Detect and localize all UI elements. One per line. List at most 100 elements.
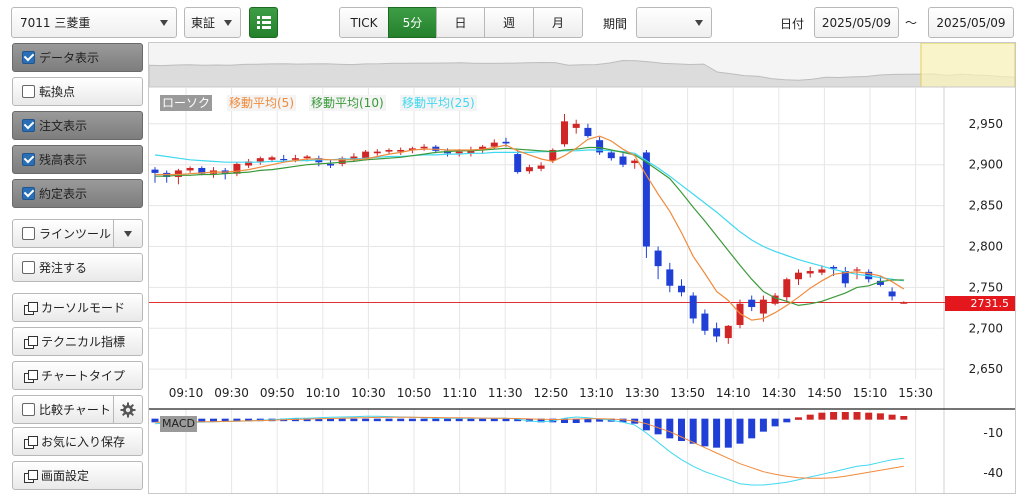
candle-body[interactable] <box>408 148 416 150</box>
candle-body[interactable] <box>771 295 779 304</box>
candle-body[interactable] <box>268 157 276 160</box>
legend-candle[interactable]: ローソク <box>160 95 213 111</box>
candle-body[interactable] <box>280 158 288 161</box>
candle-body[interactable] <box>350 156 358 160</box>
candle-body[interactable] <box>783 279 791 298</box>
candle-body[interactable] <box>385 149 393 152</box>
tab-5min[interactable]: 5分 <box>388 7 437 38</box>
overview-range-handle[interactable] <box>920 43 1015 88</box>
sidebar-item-chart-type[interactable]: チャートタイプ <box>12 361 143 390</box>
candle-body[interactable] <box>841 271 849 284</box>
market-select[interactable]: 東証 <box>184 7 241 38</box>
compare-chart-settings-button[interactable] <box>113 395 143 424</box>
legend-ma25[interactable]: 移動平均(25) <box>400 95 477 111</box>
sidebar-item-line-tool[interactable]: ラインツール <box>12 219 114 248</box>
legend-ma10[interactable]: 移動平均(10) <box>309 95 386 111</box>
candle-body[interactable] <box>795 272 802 280</box>
candle-body[interactable] <box>572 123 580 128</box>
sidebar-item-order-display[interactable]: 注文表示 <box>12 111 143 140</box>
tab-week[interactable]: 週 <box>484 7 534 38</box>
candle-body[interactable] <box>198 167 206 174</box>
candle-body[interactable] <box>748 299 756 308</box>
sidebar-item-label: テクニカル指標 <box>41 335 126 349</box>
sidebar-item-save-favorite[interactable]: お気に入り保存 <box>12 427 143 456</box>
candle-body[interactable] <box>561 121 568 145</box>
candle-body[interactable] <box>713 328 721 337</box>
overview-navigator[interactable] <box>149 43 1015 88</box>
candle-body[interactable] <box>631 160 639 164</box>
candle-body[interactable] <box>537 165 545 169</box>
candle-body[interactable] <box>619 156 627 165</box>
candle-body[interactable] <box>467 149 475 154</box>
tab-tick[interactable]: TICK <box>339 7 389 38</box>
symbol-select[interactable]: 7011 三菱重 <box>11 7 177 38</box>
candle-body[interactable] <box>455 151 463 154</box>
candle-body[interactable] <box>338 158 346 164</box>
candle-body[interactable] <box>584 127 592 137</box>
candle-body[interactable] <box>397 149 405 152</box>
macd-histogram-bar <box>783 418 791 423</box>
candle-body[interactable] <box>596 140 604 153</box>
candle-body[interactable] <box>724 325 732 339</box>
legend-ma5[interactable]: 移動平均(5) <box>227 95 296 111</box>
candle-body[interactable] <box>701 313 709 331</box>
date-from-input[interactable]: 2025/05/09 <box>814 7 899 38</box>
candle-body[interactable] <box>373 151 381 154</box>
sidebar-item-data-display[interactable]: データ表示 <box>12 43 143 72</box>
sidebar-item-turning-point[interactable]: 転換点 <box>12 77 143 106</box>
legend-macd[interactable]: MACD <box>160 416 197 432</box>
tab-month[interactable]: 月 <box>533 7 583 38</box>
candle-body[interactable] <box>479 146 487 150</box>
candle-body[interactable] <box>256 158 264 162</box>
candle-body[interactable] <box>642 152 650 247</box>
candle-body[interactable] <box>853 269 861 271</box>
candle-body[interactable] <box>151 169 159 173</box>
candle-body[interactable] <box>876 280 884 285</box>
sidebar-item-balance-display[interactable]: 残高表示 <box>12 145 143 174</box>
price-chart[interactable]: 09:10 09:30 09:50 10:10 10:30 10:50 11:10 11:30… <box>149 43 1015 493</box>
candle-body[interactable] <box>736 303 744 326</box>
candle-body[interactable] <box>830 266 838 269</box>
candle-body[interactable] <box>818 269 826 273</box>
candle-body[interactable] <box>291 158 299 160</box>
candle-body[interactable] <box>420 146 428 149</box>
list-view-button[interactable] <box>249 7 278 38</box>
sidebar-item-technical-indicator[interactable]: テクニカル指標 <box>12 327 143 356</box>
candle-body[interactable] <box>233 163 241 174</box>
sidebar-item-screen-settings[interactable]: 画面設定 <box>12 461 143 490</box>
line-tool-dropdown[interactable] <box>113 219 143 248</box>
candle-body[interactable] <box>245 161 253 166</box>
candle-body[interactable] <box>303 156 311 159</box>
sidebar-item-place-order[interactable]: 発注する <box>12 253 143 282</box>
macd-histogram-bar <box>572 418 580 423</box>
candle-body[interactable] <box>759 299 767 314</box>
window-icon <box>24 369 38 383</box>
checkbox-icon <box>22 403 35 416</box>
date-to-input[interactable]: 2025/05/09 <box>928 7 1014 38</box>
candle-body[interactable] <box>502 141 510 144</box>
candle-body[interactable] <box>689 295 697 319</box>
candle-body[interactable] <box>549 149 557 161</box>
ma10-line <box>155 146 904 307</box>
candle-body[interactable] <box>607 152 615 159</box>
chart-area[interactable]: 09:10 09:30 09:50 10:10 10:30 10:50 11:10 11:30… <box>148 42 1016 494</box>
sidebar-item-compare-chart[interactable]: 比較チャート <box>12 395 114 424</box>
tab-day[interactable]: 日 <box>436 7 485 38</box>
period-select[interactable] <box>636 7 712 38</box>
candle-body[interactable] <box>888 291 896 297</box>
candle-body[interactable] <box>654 250 662 267</box>
candle-body[interactable] <box>900 302 908 304</box>
candle-body[interactable] <box>490 142 498 147</box>
sidebar-item-cursor-mode[interactable]: カーソルモード <box>12 293 143 322</box>
candle-body[interactable] <box>327 163 334 166</box>
candle-body[interactable] <box>174 170 182 177</box>
candle-body[interactable] <box>514 154 522 173</box>
candle-body[interactable] <box>186 167 194 171</box>
sidebar-item-execution-display[interactable]: 約定表示 <box>12 179 143 208</box>
candle-body[interactable] <box>678 285 685 293</box>
candle-body[interactable] <box>362 151 370 159</box>
candle-body[interactable] <box>525 167 533 172</box>
candle-body[interactable] <box>666 269 674 286</box>
candle-body[interactable] <box>806 271 814 274</box>
checkbox-icon <box>22 227 35 240</box>
